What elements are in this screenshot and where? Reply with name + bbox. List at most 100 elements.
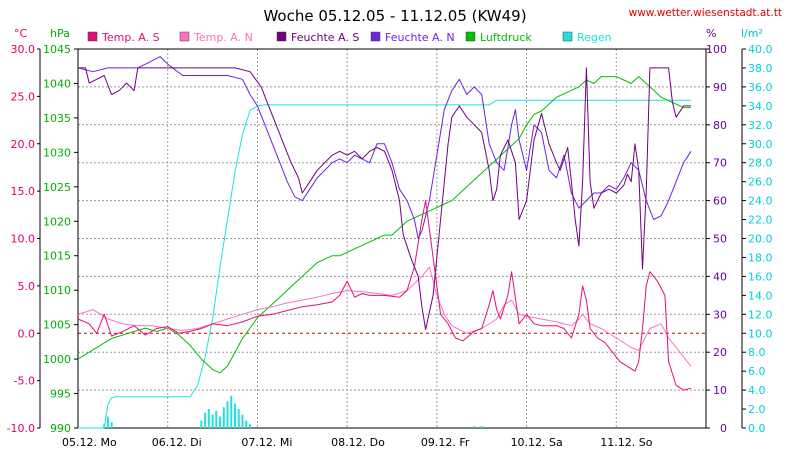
rain-bar: [110, 422, 113, 428]
rain-bar: [215, 410, 218, 428]
source-link[interactable]: www.wetter.wiesenstadt.at.tt: [629, 7, 782, 19]
tick-label-press: 1025: [43, 181, 71, 194]
tick-label-hum: 50: [713, 233, 727, 246]
tick-label-rain: 0.0: [748, 422, 766, 435]
legend-label: Temp. A. S: [101, 31, 160, 44]
tick-label-hum: 60: [713, 195, 727, 208]
legend-label: Feuchte A. N: [385, 31, 455, 44]
legend-swatch: [276, 31, 287, 42]
legend-swatch: [179, 31, 190, 42]
tick-label-temp: 20.0: [11, 138, 36, 151]
tick-label-hum: 0: [720, 422, 727, 435]
rain-bar: [237, 409, 240, 428]
tick-label-press: 1040: [43, 77, 71, 90]
rain-bar: [226, 401, 229, 428]
rain-bar: [200, 420, 203, 428]
tick-label-press: 995: [50, 388, 71, 401]
tick-label-press: 1045: [43, 43, 71, 56]
tick-label-hum: 90: [713, 81, 727, 94]
legend: Temp. A. S Temp. A. N Feuchte A. S Feuchte …: [87, 31, 612, 44]
series-line-feuchte-a-s: [78, 67, 691, 330]
series-line-temp-a-s: [77, 200, 692, 391]
tick-label-rain: 32.0: [748, 119, 773, 132]
rain-bar: [234, 403, 236, 428]
tick-label-rain: 20.0: [748, 233, 773, 246]
rain-bar: [248, 424, 251, 428]
axis-unit-rain: l/m²: [741, 27, 763, 40]
chart-title: Woche 05.12.05 - 11.12.05 (KW49): [263, 7, 526, 25]
rain-bar: [219, 416, 222, 428]
rain-bar: [106, 416, 109, 428]
tick-label-rain: 38.0: [748, 62, 773, 75]
series-line-feuchte-a-n: [77, 56, 692, 239]
tick-label-rain: 34.0: [748, 100, 773, 113]
axis-unit-hum: %: [706, 27, 716, 40]
x-tick-label: 05.12. Mo: [62, 436, 117, 449]
axis-unit-temp: °C: [14, 27, 28, 40]
legend-swatch: [370, 31, 381, 42]
x-tick-label: 08.12. Do: [331, 436, 385, 449]
tick-label-press: 1015: [43, 250, 71, 263]
tick-label-rain: 14.0: [748, 289, 773, 302]
tick-label-temp: 25.0: [11, 90, 36, 103]
tick-label-temp: -10.0: [7, 422, 35, 435]
tick-label-rain: 16.0: [748, 270, 773, 283]
rain-bar: [230, 395, 233, 428]
rain-bar: [480, 426, 483, 428]
axis-unit-press: hPa: [50, 27, 70, 40]
tick-label-press: 1000: [43, 353, 71, 366]
tick-label-hum: 80: [713, 119, 727, 132]
rain-bar: [207, 409, 210, 428]
tick-label-hum: 40: [713, 270, 727, 283]
tick-label-temp: 30.0: [11, 43, 36, 56]
tick-label-rain: 4.0: [748, 384, 766, 397]
tick-label-temp: 0.0: [18, 327, 36, 340]
legend-label: Luftdruck: [480, 31, 532, 44]
series-line-temp-a-n: [77, 266, 692, 367]
x-tick-label: 11.12. So: [600, 436, 652, 449]
tick-label-rain: 22.0: [748, 214, 773, 227]
rain-bar: [222, 407, 225, 428]
tick-label-rain: 26.0: [748, 176, 773, 189]
tick-label-rain: 24.0: [748, 195, 773, 208]
legend-label: Temp. A. N: [193, 31, 253, 44]
x-tick-label: 07.12. Mi: [241, 436, 292, 449]
legend-swatch: [465, 31, 476, 42]
tick-label-hum: 30: [713, 308, 727, 321]
tick-label-press: 1030: [43, 146, 71, 159]
tick-label-rain: 30.0: [748, 138, 773, 151]
rain-bar: [241, 414, 244, 428]
tick-label-rain: 18.0: [748, 251, 773, 264]
tick-label-rain: 2.0: [748, 403, 766, 416]
series-line-luftdruck: [77, 76, 691, 374]
tick-label-temp: 10.0: [11, 233, 36, 246]
x-tick-label: 10.12. Sa: [511, 436, 563, 449]
rain-bar: [245, 420, 248, 428]
tick-label-rain: 6.0: [748, 365, 766, 378]
tick-label-hum: 10: [713, 384, 727, 397]
legend-label: Regen: [577, 31, 612, 44]
plot-area: 30.0 25.0 20.0 15.0 10.0 5.0 0.0 -5.0 -10.0 1045 1…: [7, 43, 773, 449]
series-line-regen: [78, 99, 691, 429]
tick-label-temp: 15.0: [11, 185, 36, 198]
tick-label-rain: 36.0: [748, 81, 773, 94]
tick-label-press: 1010: [43, 284, 71, 297]
legend-swatch: [562, 31, 573, 42]
tick-label-temp: 5.0: [18, 280, 36, 293]
x-tick-label: 06.12. Di: [152, 436, 202, 449]
rain-bar: [211, 414, 214, 428]
tick-label-rain: 12.0: [748, 308, 773, 321]
tick-label-press: 990: [50, 422, 71, 435]
tick-label-hum: 20: [713, 346, 727, 359]
tick-label-press: 1035: [43, 112, 71, 125]
tick-label-hum: 100: [706, 43, 727, 56]
tick-label-rain: 40.0: [748, 43, 773, 56]
rain-bar: [473, 426, 476, 428]
tick-label-rain: 28.0: [748, 157, 773, 170]
tick-label-rain: 8.0: [748, 346, 766, 359]
legend-swatch: [87, 31, 98, 42]
tick-label-press: 1005: [43, 319, 71, 332]
tick-label-hum: 70: [713, 157, 727, 170]
tick-label-temp: -5.0: [14, 375, 35, 388]
